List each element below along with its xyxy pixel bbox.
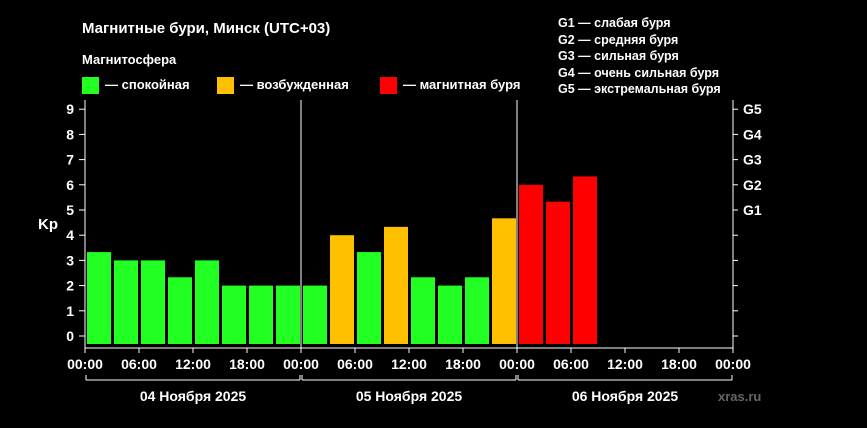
kp-bar: [87, 252, 111, 344]
kp-bar: [249, 285, 273, 344]
legend-swatch-quiet: [82, 77, 99, 94]
kp-bar: [573, 176, 597, 344]
storm-scale-g3: G3 — сильная буря: [558, 49, 679, 63]
kp-bar: [384, 226, 408, 344]
watermark: xras.ru: [718, 389, 762, 404]
g-scale-label: G5: [743, 101, 762, 117]
x-tick-label: 00:00: [67, 356, 103, 372]
y-tick-label: 5: [66, 202, 74, 218]
x-tick-label: 06:00: [121, 356, 157, 372]
x-tick-label: 12:00: [607, 356, 643, 372]
kp-bar: [519, 184, 543, 344]
x-tick-label: 06:00: [553, 356, 589, 372]
x-tick-label: 12:00: [391, 356, 427, 372]
x-tick-label: 12:00: [175, 356, 211, 372]
kp-bar: [141, 260, 165, 344]
g-scale-label: G3: [743, 152, 762, 168]
g-scale-label: G4: [743, 126, 762, 142]
y-tick-label: 2: [66, 278, 74, 294]
kp-bar: [114, 260, 138, 344]
kp-bar: [492, 218, 516, 344]
kp-bar: [303, 285, 327, 344]
kp-bar: [438, 285, 462, 344]
x-tick-label: 00:00: [283, 356, 319, 372]
kp-bar: [330, 235, 354, 344]
kp-bar: [411, 277, 435, 344]
legend-label-storm: — магнитная буря: [403, 77, 521, 92]
y-tick-label: 9: [66, 101, 74, 117]
kp-bar: [546, 201, 570, 344]
y-tick-label: 4: [66, 227, 74, 243]
x-tick-label: 18:00: [661, 356, 697, 372]
kp-bar: [195, 260, 219, 344]
storm-scale-g1: G1 — слабая буря: [558, 16, 671, 30]
legend-swatch-storm: [380, 77, 397, 94]
magnetosphere-label: Магнитосфера: [82, 52, 177, 67]
legend-swatch-active: [217, 77, 234, 94]
kp-bar: [465, 277, 489, 344]
y-axis-label: Kp: [38, 216, 58, 233]
chart-title: Магнитные бури, Минск (UTC+03): [82, 20, 331, 37]
legend-label-active: — возбужденная: [240, 77, 349, 92]
y-tick-label: 0: [66, 328, 74, 344]
y-tick-label: 1: [66, 303, 74, 319]
storm-scale-g5: G5 — экстремальная буря: [558, 82, 721, 96]
y-tick-label: 3: [66, 252, 74, 268]
x-tick-label: 18:00: [229, 356, 265, 372]
legend-label-quiet: — спокойная: [105, 77, 190, 92]
day-label: 05 Ноября 2025: [356, 388, 463, 404]
y-tick-label: 7: [66, 152, 74, 168]
g-scale-label: G1: [743, 202, 762, 218]
g-scale-label: G2: [743, 177, 762, 193]
kp-bar: [276, 285, 300, 344]
kp-bar: [357, 252, 381, 344]
day-label: 06 Ноября 2025: [572, 388, 679, 404]
x-tick-label: 00:00: [715, 356, 751, 372]
storm-scale-g2: G2 — средняя буря: [558, 33, 679, 47]
x-tick-label: 06:00: [337, 356, 373, 372]
storm-scale-g4: G4 — очень сильная буря: [558, 66, 719, 80]
x-tick-label: 18:00: [445, 356, 481, 372]
y-tick-label: 6: [66, 177, 74, 193]
day-label: 04 Ноября 2025: [140, 388, 247, 404]
y-tick-label: 8: [66, 126, 74, 142]
kp-bar: [168, 277, 192, 344]
kp-bar: [222, 285, 246, 344]
x-tick-label: 00:00: [499, 356, 535, 372]
